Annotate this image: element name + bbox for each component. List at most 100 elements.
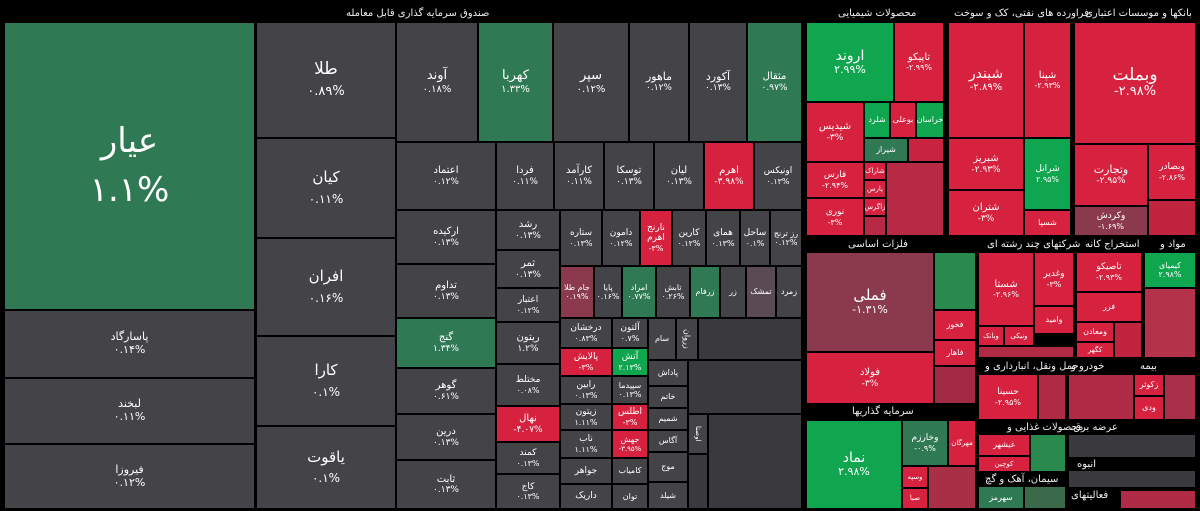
tile-zitun[interactable]: زیتون ۱.۱۱% [560,404,612,430]
tile-pasargad[interactable]: پاسارگاد ۰.۱۴% [4,310,255,378]
tile-dariyk[interactable]: داریک [560,484,612,509]
tile-nahal[interactable]: نهال -۴.۰۷% [496,406,560,442]
tile-gohar[interactable]: گوهر ۰.۶۱% [396,368,496,414]
tile-vtejarat[interactable]: وتجارت -۲.۹۵% [1074,144,1148,206]
tile-lbkhand[interactable]: لبخند ۰.۱۱% [4,378,255,444]
tile-afran[interactable]: افران ۰.۱۶% [256,238,396,336]
tile-jahesh[interactable]: جهش -۳.۹۵% [612,430,648,458]
tile-tabesh[interactable]: تابش ۰.۲۶% [656,266,690,318]
tile-khorasan[interactable]: خراسان [916,102,944,138]
tile-tavan[interactable]: توان [612,484,648,509]
tile-tapiko2[interactable]: تاصیکو -۲.۹۳% [1076,252,1142,292]
tile-padash[interactable]: پاداش [648,360,688,386]
tile-zagros[interactable]: زاگرس [864,198,886,216]
tile-tapiko[interactable]: تاپیکو -۲.۹۹% [894,22,944,102]
tile-sahel[interactable]: ساحل ۰.۱% [740,210,770,266]
tile-shapna[interactable]: شپنا -۲.۹۳% [1024,22,1071,138]
tile-fazar[interactable]: فزر [1076,292,1142,322]
tile-sepidma[interactable]: سپیدما ۰.۱۳% [612,376,648,404]
tile-arvand[interactable]: اروند ۲.۹۹% [806,22,894,102]
tile-zarfam[interactable]: زرفام [690,266,720,318]
tile-mehregan[interactable]: مهرگان [948,420,976,466]
tile-vkharazm[interactable]: وخارزم -۰.۹% [902,420,948,466]
tile-jamtala[interactable]: جام طلا ۰.۱۹% [560,266,594,318]
tile-lian[interactable]: لیان ۰.۱۳% [654,142,704,210]
tile-etemad[interactable]: اعتماد ۰.۱۲% [396,142,496,210]
tile-vamid[interactable]: وامید [1034,306,1074,334]
tile-kian[interactable]: کیان ۰.۱۱% [256,138,396,238]
tile-vdi[interactable]: ودی [1134,396,1164,420]
tile-femeli[interactable]: فملی -۱.۳۱% [806,252,934,352]
tile-yaqut[interactable]: یاقوت ۰.۱% [256,426,396,509]
tile-gonj[interactable]: گنج ۱.۳۴% [396,318,496,368]
tile-vanik[interactable]: ونیکی [1004,326,1034,346]
tile-kagol[interactable]: کگهر [1076,342,1114,358]
tile-mesqal[interactable]: مثقال ۰.۹۷% [747,22,802,142]
tile-altun[interactable]: آلتون ۰.۷% [612,318,648,348]
tile-nab[interactable]: ناب ۱.۱۱% [560,430,612,458]
tile-hasina[interactable]: حسینا -۲.۹۵% [978,374,1038,420]
tile-noori[interactable]: نوری -۳% [806,198,864,236]
tile-mowj[interactable]: موج [648,452,688,482]
tile-farsi[interactable]: فارس -۲.۹۴% [806,162,864,198]
tile-osta[interactable]: اوصتا [688,414,708,454]
tile-naranj[interactable]: نارنج اهرم -۳% [640,210,672,266]
tile-shoranol[interactable]: شرانل ۲.۹۵% [1024,138,1071,210]
tile-kara[interactable]: کارا ۰.۱% [256,336,396,426]
tile-ritun[interactable]: ریتون ۱.۲% [496,322,560,364]
tile-maadan[interactable]: ومعادن [1076,322,1114,342]
tile-zomorod[interactable]: زمرد [776,266,802,318]
tile-zarvan[interactable]: زروان [676,318,698,360]
tile-shamim[interactable]: شمیم [648,408,688,430]
tile-palaiesh[interactable]: پالایش -۳% [560,348,612,376]
tile-separ[interactable]: سپر ۰.۱۲% [553,22,629,142]
tile-vaghadir[interactable]: وغدیر -۳% [1034,252,1074,306]
tile-folad[interactable]: فولاد -۳% [806,352,934,404]
tile-kimiai[interactable]: کیمیای ۲.۹۸% [1144,252,1196,288]
tile-shark[interactable]: شاراک [864,162,886,180]
tile-kamand[interactable]: کمند ۰.۱۳% [496,442,560,474]
tile-karin[interactable]: کارین ۰.۱۲% [672,210,706,266]
tile-arkide[interactable]: ارکیده ۰.۱۳% [396,210,496,264]
tile-nomad[interactable]: نماد ۲.۹۸% [806,420,902,509]
tile-agas[interactable]: آگاس [648,430,688,452]
tile-pars[interactable]: پارس [864,180,886,198]
tile-emrad[interactable]: امراد ۰.۷۷% [622,266,656,318]
tile-buali[interactable]: بوعلی [890,102,916,138]
tile-avand[interactable]: آوند ۰.۱۸% [396,22,478,142]
tile-vkardan[interactable]: وکردش -۱.۶۹% [1074,206,1148,236]
tile-vbsader[interactable]: وبصادر -۲.۸۶% [1148,144,1196,200]
tile-durin[interactable]: درین ۰.۱۳% [396,414,496,460]
tile-tuska[interactable]: توسکا ۰.۱۳% [604,142,654,210]
tile-derakhshan[interactable]: درخشان ۰.۸۳% [560,318,612,348]
tile-zar[interactable]: زر [720,266,746,318]
tile-shild[interactable]: شیلد [648,482,688,509]
tile-tamashk[interactable]: تمشک [746,266,776,318]
tile-baztarnj[interactable]: رز ترنج ۰.۱۲% [770,210,802,266]
tile-kaj[interactable]: کاج ۰.۱۳% [496,474,560,509]
tile-sharand[interactable]: شلرد [864,102,890,138]
tile-damun[interactable]: دامون ۰.۱۲% [602,210,640,266]
tile-farda[interactable]: فردا ۰.۱۱% [496,142,554,210]
tile-vbemellat[interactable]: وبملت -۲.۹۸% [1074,22,1196,144]
tile-etebar[interactable]: اعتبار ۰.۱۲% [496,288,560,322]
tile-firuza[interactable]: فیروزا ۰.۱۲% [4,444,255,509]
tile-rabin[interactable]: رابین ۰.۱۳% [560,376,612,404]
tile-setare[interactable]: ستاره ۰.۱۳% [560,210,602,266]
tile-ayar[interactable]: عیار ۱.۱% [4,22,255,310]
tile-kamiab[interactable]: کامیاب [612,458,648,484]
tile-ahram[interactable]: اهرم -۳.۹۸% [704,142,754,210]
tile-atlas[interactable]: اطلس -۳% [612,404,648,430]
tile-vsapa[interactable]: صبا [902,488,928,509]
tile-fkhuz[interactable]: فخوز [934,310,976,340]
tile-shasta[interactable]: شستا -۲.۹۶% [978,252,1034,326]
tile-tala[interactable]: طلا ۰.۸۹% [256,22,396,138]
tile-khatam[interactable]: خاتم [648,386,688,408]
tile-kahroba[interactable]: کهربا ۱.۳۳% [478,22,553,142]
tile-shesepa[interactable]: شسپا [1024,210,1071,236]
tile-tadavom[interactable]: تداوم ۰.۱۳% [396,264,496,318]
tile-shabandar[interactable]: شبندر -۲.۸۹% [948,22,1024,138]
tile-vasa[interactable]: وسپه [902,466,928,488]
tile-onix[interactable]: اونیکس ۰.۱۳% [754,142,802,210]
tile-homay[interactable]: همای ۰.۱۳% [706,210,740,266]
